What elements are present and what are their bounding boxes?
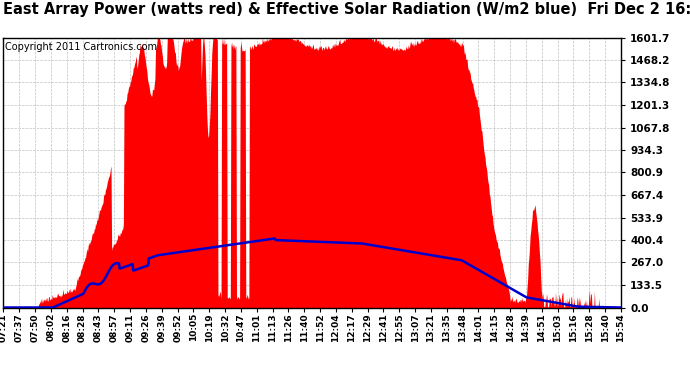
Text: Copyright 2011 Cartronics.com: Copyright 2011 Cartronics.com: [5, 42, 157, 51]
Text: East Array Power (watts red) & Effective Solar Radiation (W/m2 blue)  Fri Dec 2 : East Array Power (watts red) & Effective…: [3, 2, 690, 17]
